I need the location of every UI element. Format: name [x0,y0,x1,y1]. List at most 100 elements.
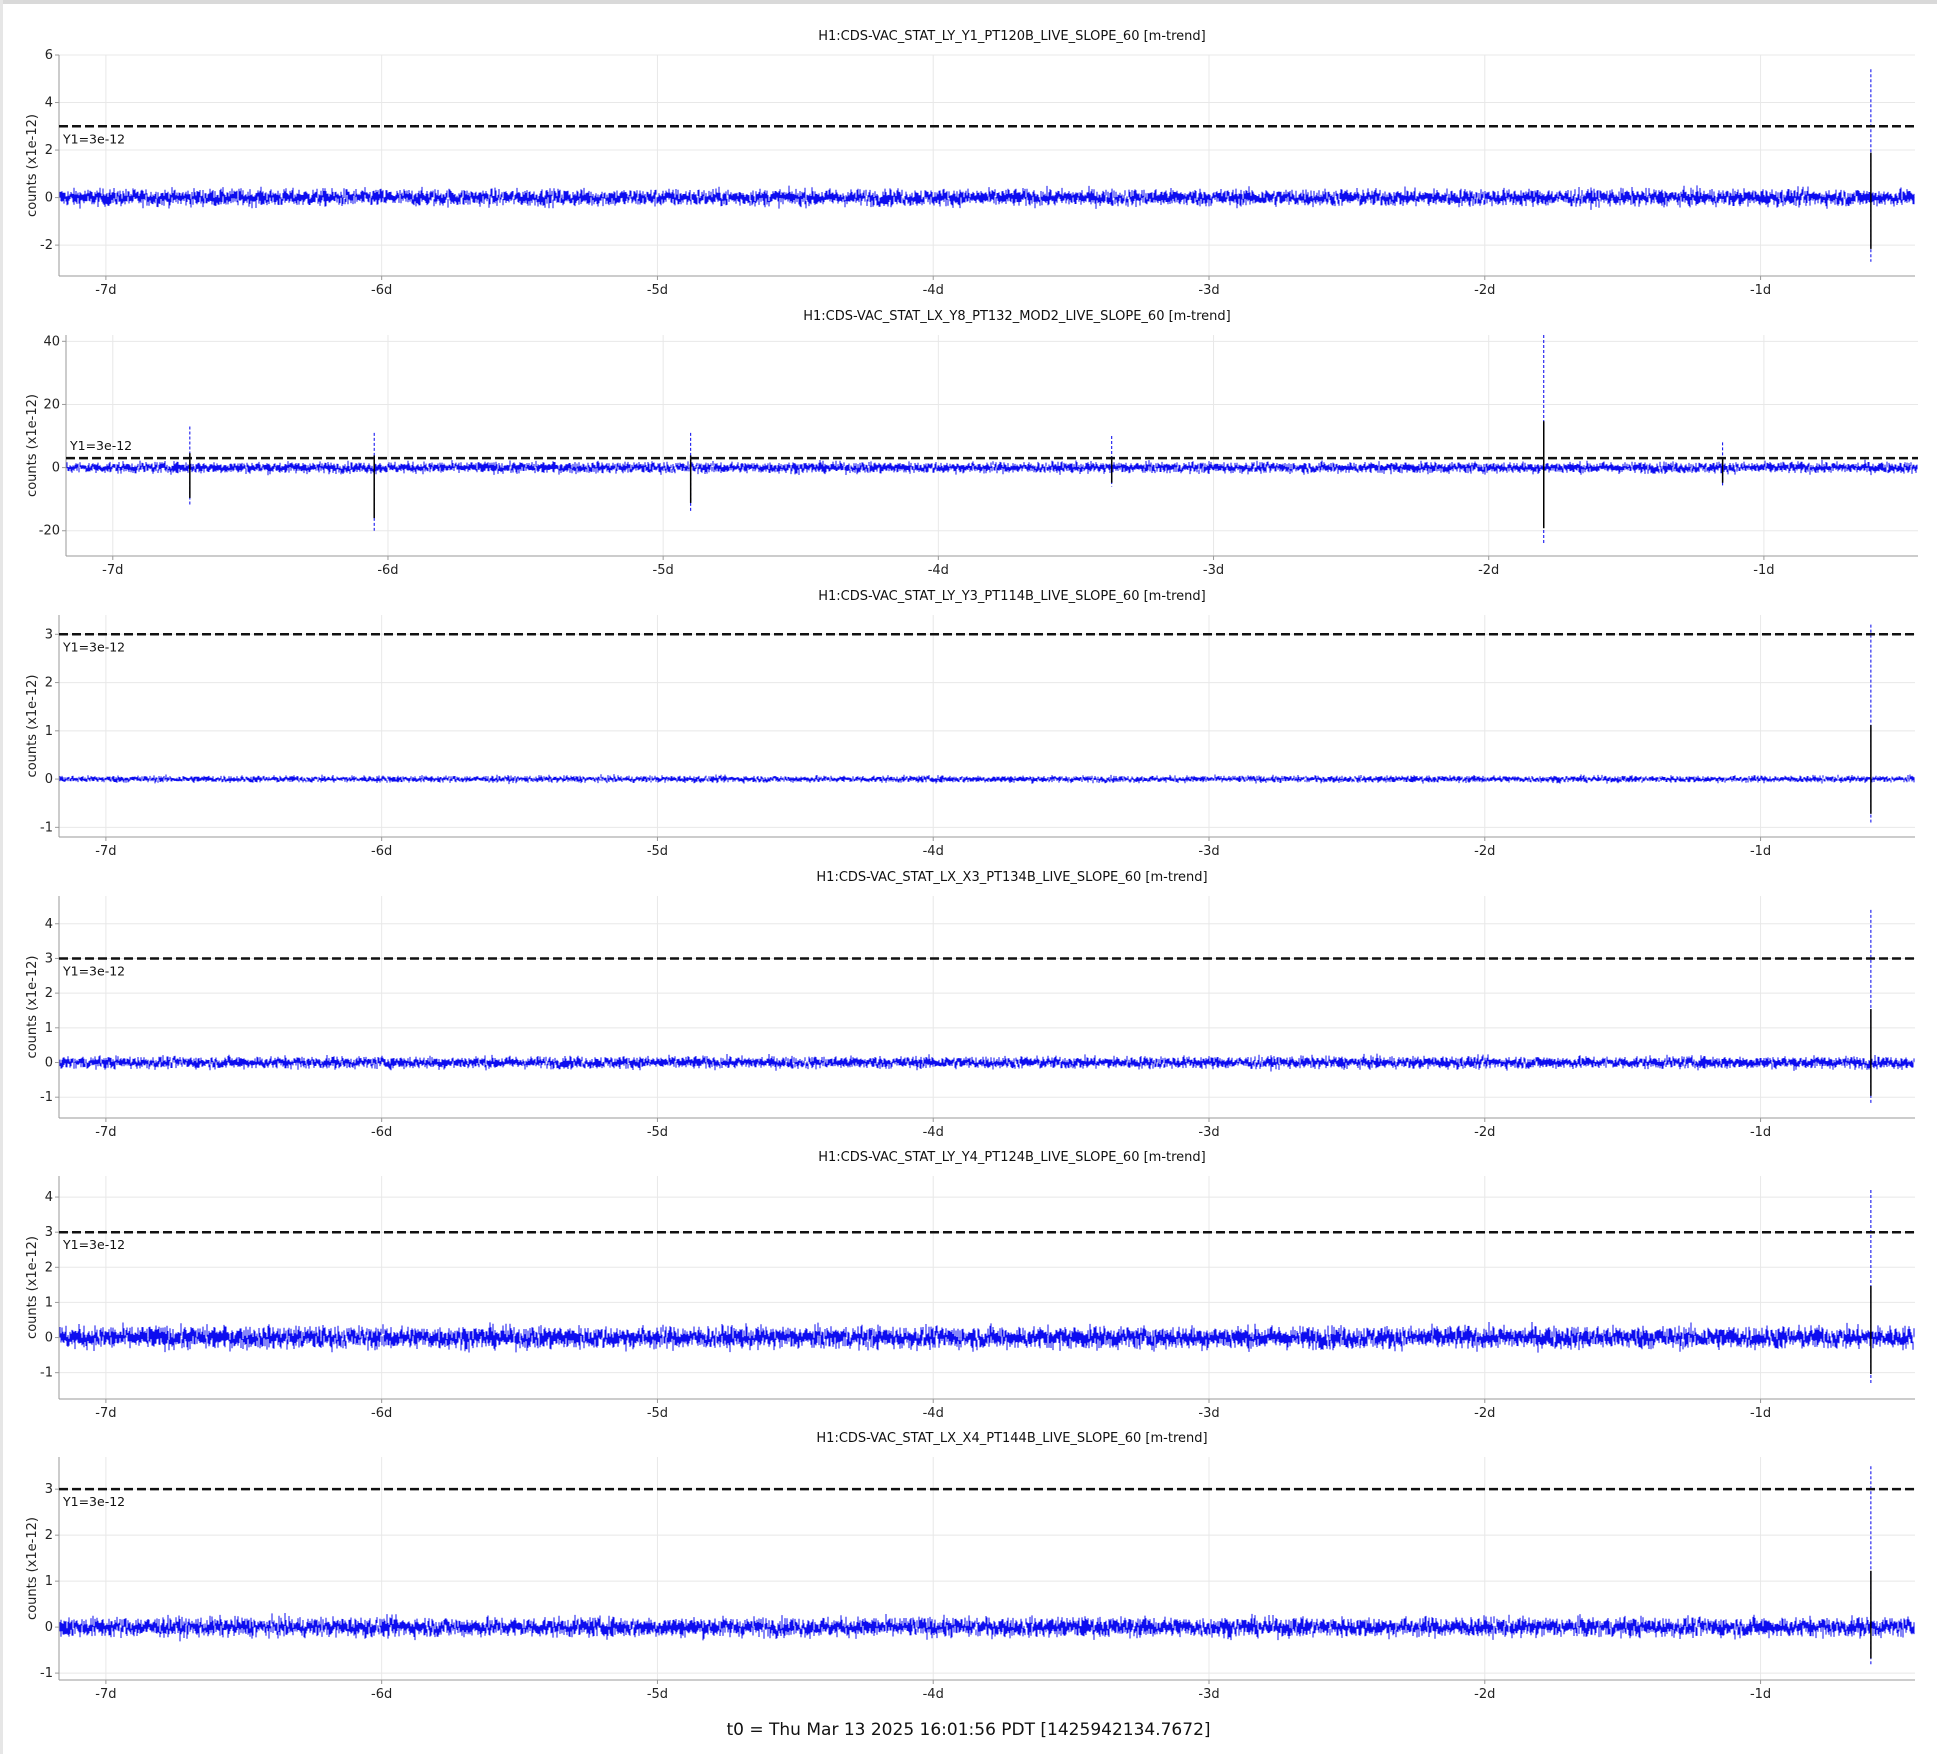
x-tick-label: -2d [1474,283,1495,298]
y-axis-label: counts (x1e-12) [25,114,40,217]
data-trace [59,1613,1915,1642]
chart-panel-3: H1:CDS-VAC_STAT_LY_Y3_PT114B_LIVE_SLOPE_… [25,589,1915,859]
x-tick-label: -2d [1474,844,1495,859]
y-tick-label: -1 [40,1366,53,1381]
x-tick-label: -4d [923,1125,944,1140]
y-tick-label: 1 [45,1574,53,1589]
x-tick-label: -5d [647,844,668,859]
x-tick-label: -5d [653,563,674,578]
x-tick-label: -4d [923,283,944,298]
x-tick-label: -5d [647,1406,668,1421]
y-axis-label: counts (x1e-12) [25,394,40,497]
y-tick-label: 2 [45,986,53,1001]
x-tick-label: -1d [1750,1406,1771,1421]
window-top-border [0,0,1937,4]
x-tick-label: -4d [923,1687,944,1702]
y-tick-label: 4 [45,917,53,932]
x-tick-label: -4d [923,1406,944,1421]
y-tick-label: 6 [45,48,53,63]
x-tick-label: -5d [647,1687,668,1702]
y-tick-label: 20 [43,397,60,412]
x-tick-label: -5d [647,1125,668,1140]
x-tick-label: -4d [923,844,944,859]
chart-panel-2: H1:CDS-VAC_STAT_LX_Y8_PT132_MOD2_LIVE_SL… [25,309,1918,578]
y-axis-label: counts (x1e-12) [25,956,40,1059]
x-tick-label: -2d [1474,1687,1495,1702]
threshold-label: Y1=3e-12 [62,963,125,978]
y-tick-label: 3 [45,1225,53,1240]
x-tick-label: -3d [1198,1406,1219,1421]
x-tick-label: -3d [1198,1687,1219,1702]
x-tick-label: -6d [371,1406,392,1421]
chart-title: H1:CDS-VAC_STAT_LY_Y4_PT124B_LIVE_SLOPE_… [818,1150,1206,1165]
x-tick-label: -7d [95,283,116,298]
chart-title: H1:CDS-VAC_STAT_LX_X3_PT134B_LIVE_SLOPE_… [816,870,1207,885]
chart-panel-4: H1:CDS-VAC_STAT_LX_X3_PT134B_LIVE_SLOPE_… [25,870,1915,1140]
chart-panel-1: H1:CDS-VAC_STAT_LY_Y1_PT120B_LIVE_SLOPE_… [25,29,1915,298]
y-tick-label: 1 [45,724,53,739]
y-tick-label: 40 [43,334,60,349]
y-tick-label: 3 [45,951,53,966]
window-left-border [0,0,3,1754]
threshold-label: Y1=3e-12 [62,131,125,146]
threshold-label: Y1=3e-12 [62,1494,125,1509]
y-tick-label: -20 [39,524,60,539]
y-tick-label: 2 [45,1528,53,1543]
x-tick-label: -5d [647,283,668,298]
x-tick-label: -7d [95,1125,116,1140]
x-tick-label: -2d [1474,1125,1495,1140]
chart-title: H1:CDS-VAC_STAT_LX_X4_PT144B_LIVE_SLOPE_… [816,1431,1207,1446]
chart-panel-6: H1:CDS-VAC_STAT_LX_X4_PT144B_LIVE_SLOPE_… [25,1431,1915,1702]
x-tick-label: -7d [95,1687,116,1702]
threshold-label: Y1=3e-12 [62,639,125,654]
x-tick-label: -6d [371,1125,392,1140]
x-tick-label: -1d [1750,1125,1771,1140]
y-tick-label: 0 [52,461,60,476]
x-tick-label: -1d [1753,563,1774,578]
y-tick-label: -2 [40,238,53,253]
chart-title: H1:CDS-VAC_STAT_LY_Y1_PT120B_LIVE_SLOPE_… [818,29,1206,44]
data-trace [59,185,1915,210]
x-tick-label: -7d [95,1406,116,1421]
y-tick-label: 2 [45,676,53,691]
x-tick-label: -2d [1478,563,1499,578]
x-tick-label: -1d [1750,1687,1771,1702]
y-axis-label: counts (x1e-12) [25,675,40,778]
y-tick-label: 3 [45,1482,53,1497]
y-axis-label: counts (x1e-12) [25,1517,40,1620]
y-tick-label: 0 [45,1056,53,1071]
y-tick-label: 1 [45,1021,53,1036]
y-tick-label: 0 [45,191,53,206]
threshold-label: Y1=3e-12 [62,1237,125,1252]
y-tick-label: 0 [45,1620,53,1635]
x-tick-label: -7d [102,563,123,578]
y-tick-label: 0 [45,772,53,787]
data-trace [59,1322,1915,1353]
x-tick-label: -1d [1750,283,1771,298]
t0-footer: t0 = Thu Mar 13 2025 16:01:56 PDT [14259… [726,1720,1211,1740]
y-tick-label: 4 [45,96,53,111]
chart-title: H1:CDS-VAC_STAT_LX_Y8_PT132_MOD2_LIVE_SL… [803,309,1231,324]
y-tick-label: 2 [45,143,53,158]
x-tick-label: -3d [1198,283,1219,298]
y-tick-label: -1 [40,1090,53,1105]
data-trace [66,459,1918,476]
x-tick-label: -1d [1750,844,1771,859]
x-tick-label: -4d [928,563,949,578]
chart-title: H1:CDS-VAC_STAT_LY_Y3_PT114B_LIVE_SLOPE_… [818,589,1206,604]
y-tick-label: 4 [45,1190,53,1205]
x-tick-label: -3d [1198,844,1219,859]
data-trace [59,1053,1915,1072]
x-tick-label: -2d [1474,1406,1495,1421]
x-tick-label: -6d [371,283,392,298]
y-tick-label: 3 [45,627,53,642]
x-tick-label: -3d [1203,563,1224,578]
y-tick-label: 1 [45,1295,53,1310]
y-tick-label: 0 [45,1331,53,1346]
y-tick-label: -1 [40,820,53,835]
x-tick-label: -7d [95,844,116,859]
x-tick-label: -6d [371,844,392,859]
y-axis-label: counts (x1e-12) [25,1236,40,1339]
x-tick-label: -6d [371,1687,392,1702]
x-tick-label: -6d [377,563,398,578]
